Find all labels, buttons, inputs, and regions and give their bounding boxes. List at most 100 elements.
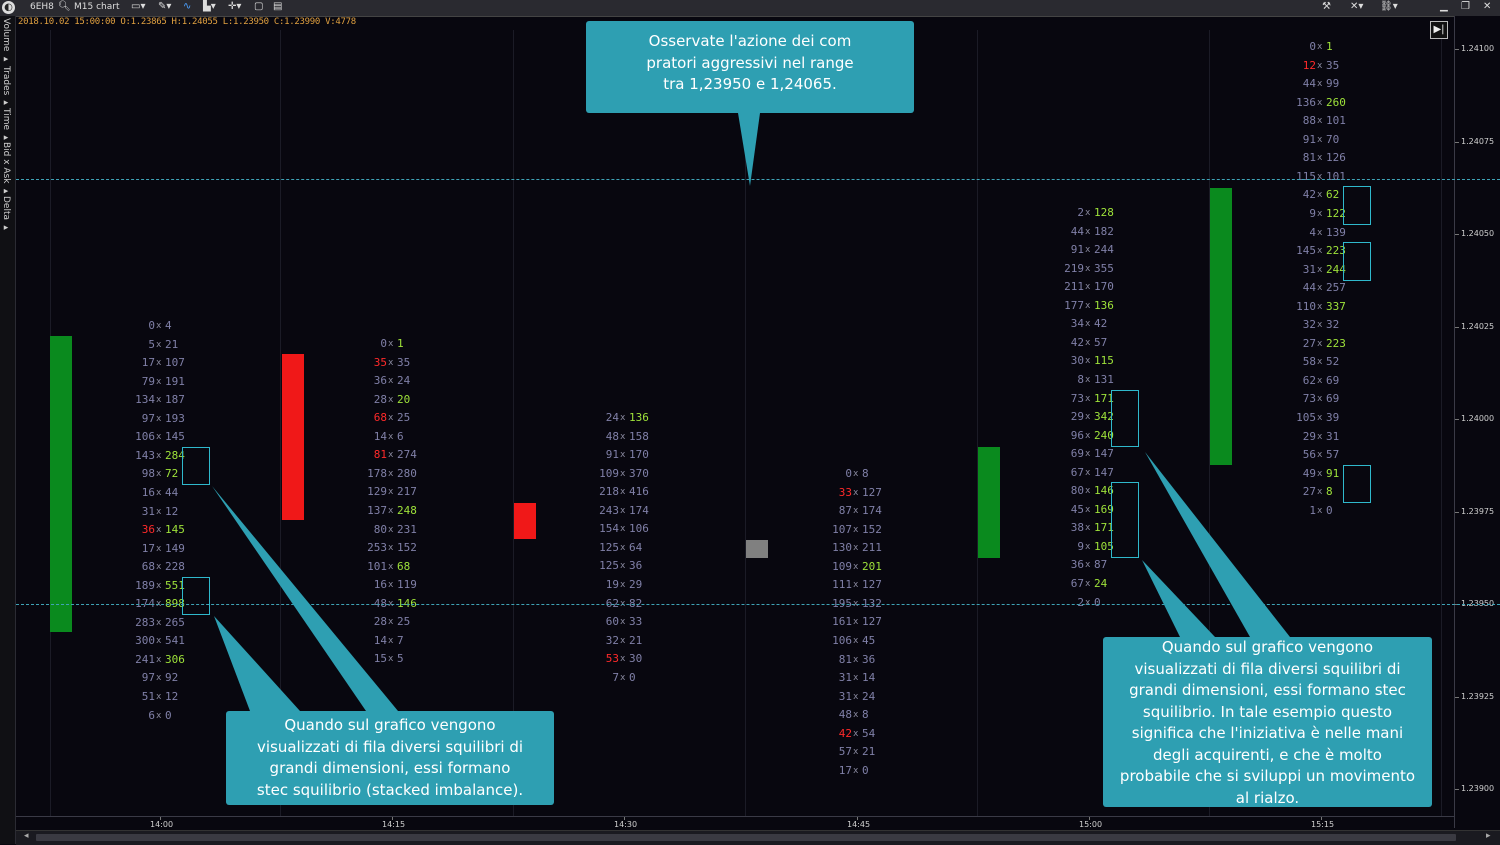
candle[interactable] xyxy=(514,503,536,539)
minimize-icon[interactable]: ▁ xyxy=(1440,1,1448,12)
ask-volume: 87 xyxy=(1094,558,1108,572)
footprint-cell: 136 x 260 xyxy=(1281,94,1361,112)
bid-volume: 106 xyxy=(135,430,155,444)
time-tick xyxy=(624,817,625,820)
candle[interactable] xyxy=(50,336,72,632)
ask-volume: 82 xyxy=(629,596,643,610)
ask-volume: 174 xyxy=(862,504,882,518)
footprint-cell: 48 x 146 xyxy=(352,595,432,613)
sidebar-item-time[interactable]: Time ▸ xyxy=(1,108,11,143)
footprint-cell: 68 x 25 xyxy=(352,409,432,427)
bid-volume: 62 xyxy=(1302,373,1316,387)
bid-volume: 218 xyxy=(599,485,619,499)
separator: x xyxy=(853,561,859,572)
bid-volume: 129 xyxy=(367,485,387,499)
bid-volume: 48 xyxy=(605,429,619,443)
footprint-chart[interactable]: 0 x 4 5 x 21 17 x 107 79 x 191 134 x 187 97 x 193 106 x 145 1… xyxy=(16,30,1454,816)
footprint-cell: 109 x 201 xyxy=(817,558,897,576)
bid-volume: 67 xyxy=(1070,577,1084,590)
ask-volume: 54 xyxy=(862,726,876,740)
ask-volume: 21 xyxy=(165,337,179,351)
ask-volume: 342 xyxy=(1094,410,1114,424)
app-logo-icon[interactable]: ◐ xyxy=(2,1,15,14)
bid-volume: 0 xyxy=(380,337,387,350)
bid-volume: 49 xyxy=(1302,466,1316,480)
line-chart-icon[interactable]: ∿ xyxy=(183,1,192,12)
symbol-selector[interactable]: 6EH8 xyxy=(30,2,54,12)
candle[interactable] xyxy=(1210,188,1232,465)
ask-volume: 898 xyxy=(165,597,185,611)
pencil-icon[interactable]: ✎▾ xyxy=(158,1,172,12)
bid-volume: 58 xyxy=(1302,355,1316,369)
restore-icon[interactable]: ❐ xyxy=(1461,1,1470,12)
ask-volume: 64 xyxy=(629,540,643,554)
bid-volume: 91 xyxy=(605,448,619,462)
bid-volume: 73 xyxy=(1070,391,1084,405)
bid-volume: 136 xyxy=(1296,95,1316,109)
magnifier-icon[interactable]: 🔍︎ xyxy=(58,1,71,12)
bid-volume: 125 xyxy=(599,559,619,573)
scroll-left-icon[interactable]: ◂ xyxy=(24,831,29,841)
ask-volume: 12 xyxy=(165,690,179,703)
close-icon[interactable]: ✕ xyxy=(1483,1,1492,12)
imbalance-box xyxy=(1343,186,1371,225)
ask-volume: 152 xyxy=(862,522,882,536)
monitor-icon[interactable]: ▭▾ xyxy=(131,1,146,12)
separator: x xyxy=(156,580,162,591)
footprint-cell: 73 x 69 xyxy=(1281,390,1361,408)
footprint-cell: 34 x 42 xyxy=(1049,315,1129,333)
sidebar-item-bid-ask[interactable]: Bid x Ask ▸ xyxy=(1,142,11,197)
sidebar-item-volume[interactable]: Volume ▸ xyxy=(1,18,11,65)
ask-volume: 187 xyxy=(165,393,185,407)
go-to-end-icon[interactable]: ▶| xyxy=(1430,21,1448,39)
footprint-cell: 62 x 82 xyxy=(584,595,664,613)
ask-volume: 191 xyxy=(165,374,185,388)
crosshair-icon[interactable]: ✛▾ xyxy=(228,1,242,12)
footprint-cell: 96 x 240 xyxy=(1049,427,1129,445)
ask-volume: 265 xyxy=(165,615,185,629)
grid-line xyxy=(513,30,514,816)
candle[interactable] xyxy=(746,540,768,558)
separator: x xyxy=(1317,357,1323,368)
ask-volume: 169 xyxy=(1094,502,1114,516)
bars-icon[interactable]: ▙▾ xyxy=(203,1,216,12)
footprint-cell: 19 x 29 xyxy=(584,576,664,594)
layout-icon[interactable]: ▤ xyxy=(273,1,283,12)
price-axis[interactable]: 1.24100 1.24075 1.24050 1.24025 1.24000 1.239… xyxy=(1454,16,1500,828)
imbalance-box xyxy=(1343,464,1371,504)
scroll-thumb[interactable] xyxy=(36,834,1456,841)
ask-volume: 14 xyxy=(862,671,876,685)
link-icon[interactable]: ⛓▾ xyxy=(1380,1,1398,12)
separator: x xyxy=(156,450,162,461)
scroll-right-icon[interactable]: ▸ xyxy=(1486,831,1491,841)
candle[interactable] xyxy=(978,447,1000,558)
separator: x xyxy=(853,598,859,609)
time-label: 14:15 xyxy=(382,820,406,829)
separator: x xyxy=(853,506,859,517)
bid-volume: 27 xyxy=(1302,336,1316,350)
square-icon[interactable]: ▢ xyxy=(254,1,264,12)
cross-icon[interactable]: ✕▾ xyxy=(1350,1,1364,12)
bid-volume: 106 xyxy=(832,633,852,647)
ask-volume: 8 xyxy=(862,708,869,722)
sidebar-item-trades[interactable]: Trades ▸ xyxy=(1,66,11,109)
sidebar-item-delta[interactable]: Delta ▸ xyxy=(1,196,11,233)
time-axis[interactable]: 14:00 14:15 14:30 14:45 15:00 15:15 xyxy=(16,816,1454,831)
bid-volume: 29 xyxy=(1070,410,1084,424)
bid-volume: 67 xyxy=(1070,465,1084,479)
footprint-cell: 44 x 182 xyxy=(1049,223,1129,241)
bid-volume: 31 xyxy=(838,689,852,703)
footprint-cell: 49 x 91 xyxy=(1281,465,1361,483)
footprint-cell: 105 x 39 xyxy=(1281,409,1361,427)
chart-type-selector[interactable]: M15 chart xyxy=(74,2,120,12)
grid-line xyxy=(1209,30,1210,816)
separator: x xyxy=(1085,374,1091,385)
bid-volume: 241 xyxy=(135,652,155,666)
horizontal-scrollbar[interactable]: ◂ ▸ xyxy=(16,830,1500,845)
wrench-icon[interactable]: ⚒ xyxy=(1322,1,1331,12)
footprint-cell: 109 x 370 xyxy=(584,465,664,483)
price-tick xyxy=(1455,326,1459,328)
candle[interactable] xyxy=(282,354,304,520)
ask-volume: 6 xyxy=(397,429,404,443)
